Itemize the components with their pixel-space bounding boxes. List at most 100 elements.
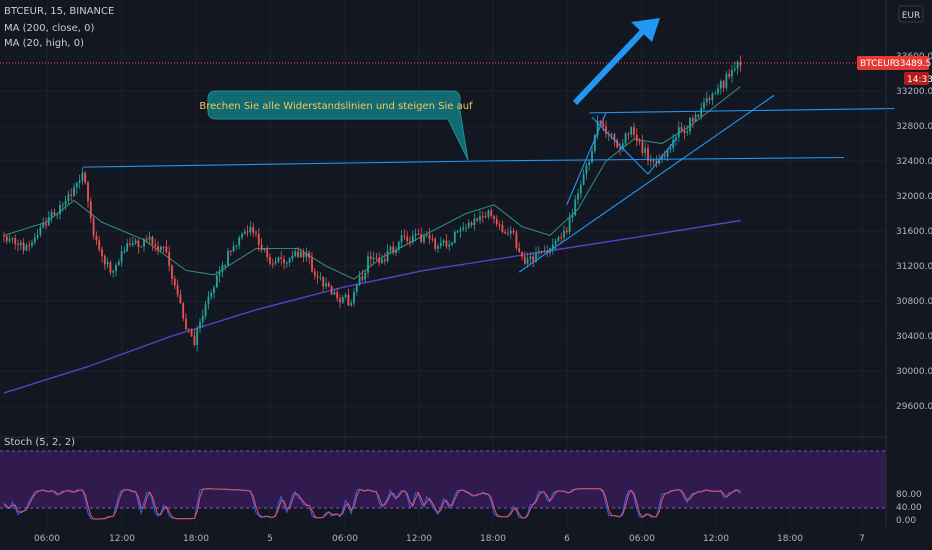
candle-body [260,244,263,251]
candle-body [666,149,669,157]
candle-body [367,256,369,273]
ma200-legend[interactable]: MA (200, close, 0) [4,23,95,34]
candle-body [14,237,17,244]
trendline[interactable] [566,112,607,205]
candle-body [736,62,739,69]
candle-body [311,257,313,272]
candle-body [53,212,56,215]
candle-body [257,234,260,245]
big-arrow-shaft[interactable] [572,27,647,106]
candle-body [193,335,196,345]
candle-body [621,143,624,150]
candle-body [501,224,504,232]
candle-body [241,233,243,238]
candle-body [476,218,479,221]
candle-body [694,114,697,122]
ma200-layer [3,219,741,394]
candle-body [649,160,652,162]
candle-body [470,222,473,226]
candle-body [593,135,596,152]
candle-body [423,235,425,243]
candle-body [64,200,67,205]
candle-body [291,255,294,259]
ma200-line [3,219,741,394]
candle-body [67,194,70,201]
candle-body [588,162,591,166]
trendline[interactable] [518,94,775,273]
candle-body [120,251,123,262]
candle-body [123,251,126,253]
annotation-callout[interactable] [207,90,469,161]
trendline[interactable] [647,138,677,175]
candle-body [325,283,327,287]
candle-body [630,127,633,135]
candle-body [218,272,221,276]
candle-body [227,250,229,266]
currency-button[interactable] [898,5,924,23]
candle-body [703,102,705,109]
ma20-legend[interactable]: MA (20, high, 0) [4,38,85,49]
candle-body [322,277,325,287]
candle-body [495,219,498,225]
candle-body [353,292,355,304]
candle-body [336,292,339,299]
candle-body [182,303,185,319]
candle-body [585,165,588,174]
candle-body [249,227,252,232]
candle-body [316,275,319,278]
candle-body [25,245,28,251]
candle-body [644,148,647,154]
time-tick-label: 5 [267,534,273,544]
candle-body [129,243,131,245]
candle-body [358,276,361,285]
time-tick-label: 06:00 [629,534,655,544]
trendline[interactable] [591,116,649,175]
candle-body [173,278,176,286]
time-tick-label: 06:00 [332,534,358,544]
candle-body [344,294,347,298]
candle-body [294,251,297,256]
time-tick-label: 18:00 [183,534,209,544]
candle-body [266,248,269,257]
price-tick-label: 33200.00 [896,87,932,97]
candle-body [434,238,437,249]
candle-body [207,296,210,305]
candle-body [392,246,395,254]
candle-body [677,127,680,138]
candle-body [238,237,241,246]
candle-body [81,172,84,181]
candle-body [663,155,666,157]
candle-body [154,244,157,247]
trendline[interactable] [82,160,481,168]
countdown-text: 14:33 [907,75,932,85]
candle-body [551,244,554,249]
candle-body [397,242,400,250]
stoch-legend[interactable]: Stoch (5, 2, 2) [4,437,76,448]
candle-body [232,245,235,252]
trendline[interactable] [589,107,895,114]
candle-body [213,287,215,293]
candle-body [28,245,31,247]
trendline[interactable] [479,156,845,162]
ma20-line [3,86,741,280]
candle-body [364,272,367,280]
candle-body [507,233,509,235]
stoch-tick-label: 40.00 [896,503,922,513]
candle-body [199,322,201,329]
candle-body [406,236,409,242]
symbol-title[interactable]: BTCEUR, 15, BINANCE [4,6,115,17]
candle-body [87,182,89,202]
big-arrow-head[interactable] [631,18,660,42]
candle-body [417,233,420,235]
stoch-tick-label: 0.00 [896,516,916,526]
candle-body [714,93,717,95]
price-badge [857,56,929,70]
time-tick-label: 12:00 [703,534,729,544]
stoch-tick-label: 80.00 [896,490,922,500]
time-axis[interactable]: 06:00 12:00 18:00 5 06:00 12:00 18:00 6 06:00 12:… [34,534,865,544]
candle-body [403,235,406,237]
candle-body [725,73,728,88]
candle-body [372,257,375,260]
candle-body [571,215,574,218]
